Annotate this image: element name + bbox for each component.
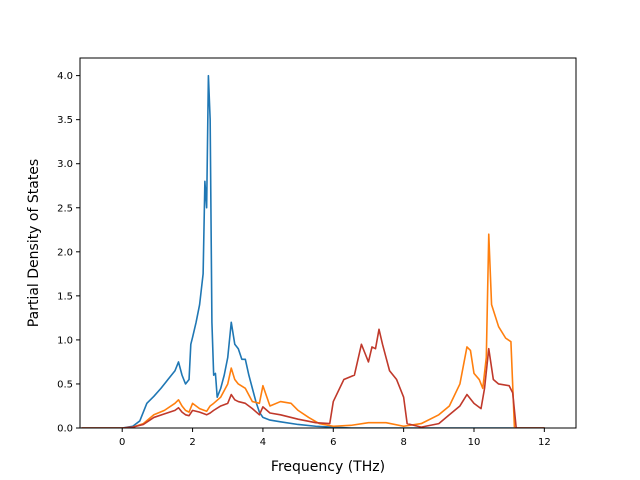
x-tick-label: 12	[538, 437, 551, 448]
x-tick-label: 10	[468, 437, 481, 448]
x-tick-label: 2	[189, 437, 195, 448]
x-tick-label: 6	[330, 437, 336, 448]
y-tick-label: 4.0	[57, 71, 73, 82]
x-tick-label: 4	[260, 437, 266, 448]
y-axis-label: Partial Density of States	[26, 159, 42, 327]
y-tick-label: 2.0	[57, 247, 73, 258]
series-line-1	[80, 74, 546, 428]
y-tick-label: 0.5	[57, 379, 73, 390]
series-layer	[80, 74, 546, 428]
x-tick-label: 8	[400, 437, 406, 448]
series-line-2	[80, 233, 546, 428]
y-tick-label: 3.5	[57, 115, 73, 126]
x-axis: 0 2 4 6 8 10 12	[119, 428, 551, 448]
y-tick-label: 2.5	[57, 203, 73, 214]
y-tick-label: 1.0	[57, 335, 73, 346]
y-axis: 0.0 0.5 1.0 1.5 2.0 2.5 3.0 3.5 4.0	[57, 71, 80, 435]
x-tick-label: 0	[119, 437, 125, 448]
y-tick-label: 0.0	[57, 424, 73, 435]
y-tick-label: 3.0	[57, 159, 73, 170]
plot-frame	[79, 57, 577, 429]
x-axis-label: Frequency (THz)	[271, 459, 385, 475]
series-line-3	[80, 328, 546, 428]
y-tick-label: 1.5	[57, 291, 73, 302]
